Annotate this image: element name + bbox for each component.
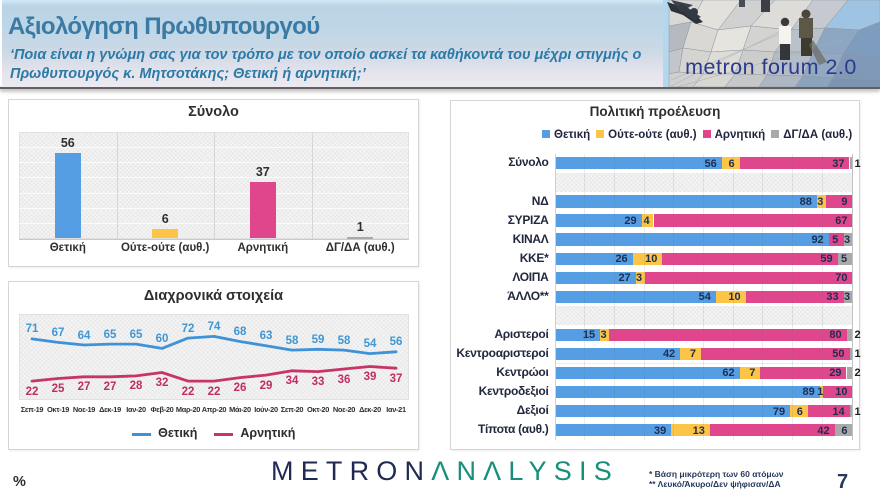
svg-text:metron forum 2.0: metron forum 2.0 (685, 55, 857, 79)
